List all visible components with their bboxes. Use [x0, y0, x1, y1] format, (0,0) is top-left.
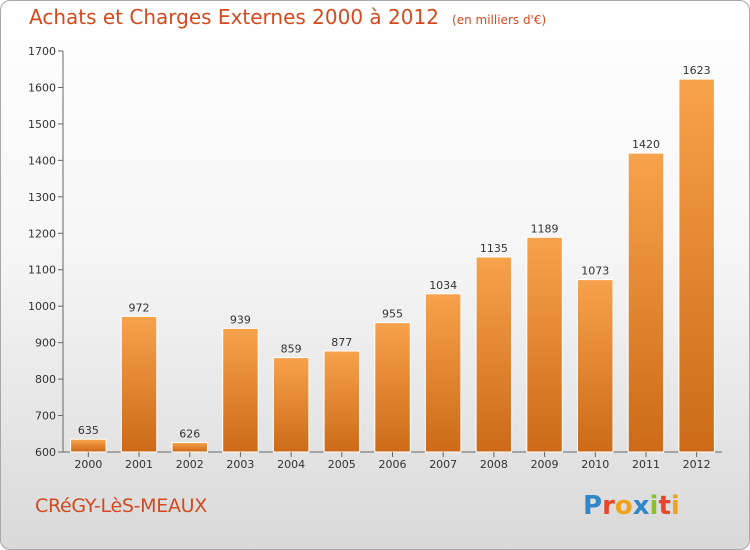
y-tick-label: 1400: [28, 154, 56, 167]
x-tick-label: 2010: [581, 458, 609, 471]
y-tick-label: 1700: [28, 45, 56, 58]
data-label: 1034: [429, 279, 457, 292]
x-tick-label: 2012: [683, 458, 711, 471]
bar: [171, 442, 208, 453]
x-tick-label: 2004: [277, 458, 305, 471]
x-tick-label: 2007: [429, 458, 457, 471]
x-tick-label: 2011: [632, 458, 660, 471]
logo-letter: P: [583, 491, 603, 521]
data-label: 1135: [480, 242, 508, 255]
y-tick-label: 1500: [28, 118, 56, 131]
x-tick-label: 2009: [531, 458, 559, 471]
y-tick-label: 700: [35, 410, 56, 423]
data-label: 1420: [632, 138, 660, 151]
data-label: 626: [179, 428, 200, 441]
logo-letter: i: [649, 491, 659, 521]
place-name: CRéGY-LèS-MEAUX: [35, 495, 207, 517]
data-label: 635: [78, 424, 99, 437]
proxiti-logo[interactable]: Proxiti: [583, 491, 680, 521]
title-block: Achats et Charges Externes 2000 à 2012 (…: [29, 5, 546, 29]
x-tick-label: 2000: [74, 458, 102, 471]
y-tick-label: 800: [35, 373, 56, 386]
data-label: 939: [230, 313, 251, 326]
x-tick-label: 2008: [480, 458, 508, 471]
data-label: 1623: [683, 64, 711, 77]
bar: [70, 438, 107, 453]
data-label: 955: [382, 308, 403, 321]
x-tick-label: 2001: [125, 458, 153, 471]
data-label: 1073: [581, 265, 609, 278]
y-tick-label: 1200: [28, 227, 56, 240]
chart-subtitle: (en milliers d'€): [452, 13, 547, 27]
y-tick-label: 1600: [28, 81, 56, 94]
data-label: 1189: [531, 222, 559, 235]
data-label: 877: [331, 336, 352, 349]
bar: [475, 256, 513, 453]
logo-letter: i: [670, 491, 680, 521]
x-tick-label: 2002: [176, 458, 204, 471]
x-tick-label: 2006: [379, 458, 407, 471]
logo-letter: r: [602, 491, 615, 521]
data-label: 972: [129, 301, 150, 314]
bar: [526, 236, 563, 453]
bar: [323, 350, 361, 453]
bar: [374, 322, 411, 453]
logo-letter: t: [658, 491, 671, 521]
x-tick-label: 2005: [328, 458, 356, 471]
chart-title: Achats et Charges Externes 2000 à 2012: [29, 5, 439, 29]
y-tick-label: 1300: [28, 191, 56, 204]
x-tick-label: 2003: [226, 458, 254, 471]
bar: [272, 357, 310, 453]
y-tick-label: 900: [35, 337, 56, 350]
bar: [120, 315, 158, 453]
y-tick-label: 1000: [28, 300, 56, 313]
y-tick-label: 600: [35, 446, 56, 459]
logo-letter: x: [632, 491, 650, 521]
logo-letter: o: [614, 491, 633, 521]
bar: [222, 327, 259, 453]
bar: [577, 279, 614, 453]
y-tick-label: 1100: [28, 264, 56, 277]
data-label: 859: [281, 343, 302, 356]
bar: [678, 78, 715, 453]
bar: [627, 152, 665, 453]
bar: [424, 293, 462, 453]
